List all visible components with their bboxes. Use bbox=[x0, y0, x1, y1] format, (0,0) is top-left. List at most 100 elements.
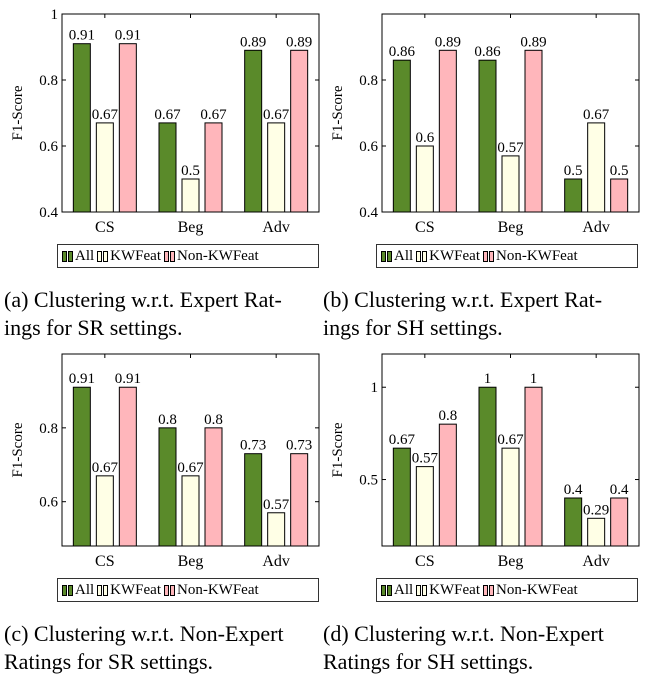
legend-item-nonkw: Non-KWFeat bbox=[483, 582, 579, 599]
legend-item-kwfeat: KWFeat bbox=[97, 248, 162, 265]
bar-nonkw bbox=[524, 49, 543, 213]
legend-b: All KWFeat Non-KWFeat bbox=[376, 244, 638, 268]
data-label-kwfeat: 0.67 bbox=[497, 432, 524, 448]
chart-c-svg: 0.6 0.8 F1-Score CS 0.91 0.67 0.91 Beg 0.8 0.67 0.… bbox=[10, 353, 320, 570]
bar-nonkw bbox=[204, 122, 223, 213]
x-tick-label: Beg bbox=[178, 553, 204, 570]
bar-all bbox=[478, 386, 497, 547]
legend-swatch-kwfeat-icon bbox=[97, 584, 103, 596]
bar-all bbox=[564, 178, 583, 213]
bar-nonkw bbox=[290, 49, 309, 213]
legend-item-all: All bbox=[381, 248, 414, 265]
data-label-all: 0.4 bbox=[564, 482, 583, 498]
legend-item-all: All bbox=[381, 582, 414, 599]
legend-swatch-nonkw-icon bbox=[170, 250, 175, 262]
data-label-kwfeat: 0.57 bbox=[497, 140, 524, 156]
data-label-kwfeat: 0.57 bbox=[412, 451, 439, 467]
bar-kwfeat bbox=[501, 447, 520, 547]
data-label-all: 0.5 bbox=[564, 163, 583, 179]
data-label-all: 0.73 bbox=[240, 438, 266, 454]
data-label-kwfeat: 0.5 bbox=[181, 163, 200, 179]
bar-all bbox=[478, 59, 497, 213]
data-label-nonkw: 0.8 bbox=[438, 408, 457, 424]
legend-swatch-nonkw-icon bbox=[483, 250, 488, 262]
x-tick-label: CS bbox=[95, 219, 115, 236]
bar-nonkw bbox=[524, 386, 543, 547]
data-label-nonkw: 0.8 bbox=[204, 412, 223, 428]
y-tick-label: 0.6 bbox=[359, 139, 378, 155]
legend-swatch-nonkw-icon bbox=[170, 584, 175, 596]
bar-kwfeat bbox=[95, 475, 114, 547]
y-tick-label: 0.8 bbox=[39, 421, 58, 437]
x-tick-label: Beg bbox=[498, 553, 524, 570]
bar-kwfeat bbox=[181, 475, 200, 547]
legend-swatch-all-icon bbox=[62, 250, 67, 262]
bar-nonkw bbox=[610, 497, 629, 547]
bar-kwfeat bbox=[587, 517, 606, 547]
data-label-all: 0.91 bbox=[69, 371, 95, 387]
bar-kwfeat bbox=[415, 466, 434, 547]
data-label-nonkw: 0.67 bbox=[200, 107, 227, 123]
legend-label-nonkw: Non-KWFeat bbox=[496, 581, 578, 598]
caption-b-line1: (b) Clustering w.r.t. Expert Rat- bbox=[323, 287, 603, 312]
data-label-all: 1 bbox=[484, 371, 492, 387]
bar-all bbox=[158, 122, 177, 213]
y-axis-label: F1-Score bbox=[330, 422, 346, 477]
bar-kwfeat bbox=[501, 155, 520, 213]
legend-label-all: All bbox=[75, 581, 95, 598]
legend-label-all: All bbox=[394, 247, 414, 264]
legend-swatch-nonkw-icon bbox=[483, 584, 488, 596]
y-axis-label: F1-Score bbox=[10, 422, 26, 477]
legend-swatch-kwfeat-icon bbox=[103, 250, 109, 262]
legend-item-all: All bbox=[62, 248, 95, 265]
data-label-all: 0.89 bbox=[240, 34, 266, 50]
bar-all bbox=[244, 49, 263, 213]
bar-all bbox=[244, 453, 263, 547]
chart-panel-c: 0.6 0.8 F1-Score CS 0.91 0.67 0.91 Beg 0.8 0.67 0.… bbox=[0, 340, 323, 610]
caption-d: (d) Clustering w.r.t. Non-Expert Ratings… bbox=[323, 620, 643, 676]
legend-swatch-kwfeat-icon bbox=[416, 250, 422, 262]
caption-c-line2: Ratings for SR settings. bbox=[4, 649, 214, 674]
caption-c: (c) Clustering w.r.t. Non-Expert Ratings… bbox=[4, 620, 324, 676]
legend-item-all: All bbox=[62, 582, 95, 599]
legend-swatch-all-icon bbox=[68, 250, 73, 262]
data-label-kwfeat: 0.67 bbox=[92, 107, 119, 123]
legend-item-nonkw: Non-KWFeat bbox=[164, 582, 260, 599]
bar-all bbox=[392, 59, 411, 213]
caption-a-line2: ings for SR settings. bbox=[4, 315, 183, 340]
data-label-nonkw: 0.91 bbox=[115, 28, 141, 44]
legend-label-nonkw: Non-KWFeat bbox=[177, 247, 259, 264]
legend-swatch-all-icon bbox=[387, 584, 392, 596]
bar-nonkw bbox=[610, 178, 629, 213]
legend-swatch-all-icon bbox=[381, 584, 386, 596]
x-tick-label: Beg bbox=[178, 219, 204, 236]
bar-all bbox=[392, 447, 411, 547]
data-label-all: 0.91 bbox=[69, 28, 95, 44]
legend-c: All KWFeat Non-KWFeat bbox=[57, 578, 319, 602]
x-tick-label: Beg bbox=[498, 219, 524, 236]
bar-all bbox=[564, 497, 583, 547]
y-tick-label: 1 bbox=[371, 380, 379, 396]
y-tick-label: 0.4 bbox=[39, 205, 58, 221]
caption-d-line1: (d) Clustering w.r.t. Non-Expert bbox=[323, 621, 604, 646]
bar-nonkw bbox=[438, 423, 457, 547]
bar-kwfeat bbox=[415, 145, 434, 213]
legend-label-nonkw: Non-KWFeat bbox=[496, 247, 578, 264]
legend-label-all: All bbox=[75, 247, 95, 264]
data-label-kwfeat: 0.57 bbox=[263, 497, 290, 513]
data-label-all: 0.86 bbox=[389, 44, 416, 60]
legend-item-kwfeat: KWFeat bbox=[416, 582, 481, 599]
data-label-kwfeat: 0.67 bbox=[263, 107, 290, 123]
bar-kwfeat bbox=[95, 122, 114, 213]
bar-kwfeat bbox=[267, 122, 286, 213]
x-tick-label: CS bbox=[95, 553, 115, 570]
legend-label-kwfeat: KWFeat bbox=[429, 581, 480, 598]
bar-nonkw bbox=[204, 427, 223, 547]
caption-a-line1: (a) Clustering w.r.t. Expert Rat- bbox=[4, 287, 282, 312]
chart-panel-a: 0.4 0.6 0.8 1 F1-Score CS 0.91 0.67 0.91 Beg 0.67 0… bbox=[0, 0, 323, 330]
x-tick-label: Adv bbox=[262, 553, 290, 570]
data-label-nonkw: 1 bbox=[530, 371, 538, 387]
x-tick-label: CS bbox=[415, 553, 435, 570]
bar-nonkw bbox=[290, 453, 309, 547]
data-label-kwfeat: 0.67 bbox=[583, 107, 610, 123]
